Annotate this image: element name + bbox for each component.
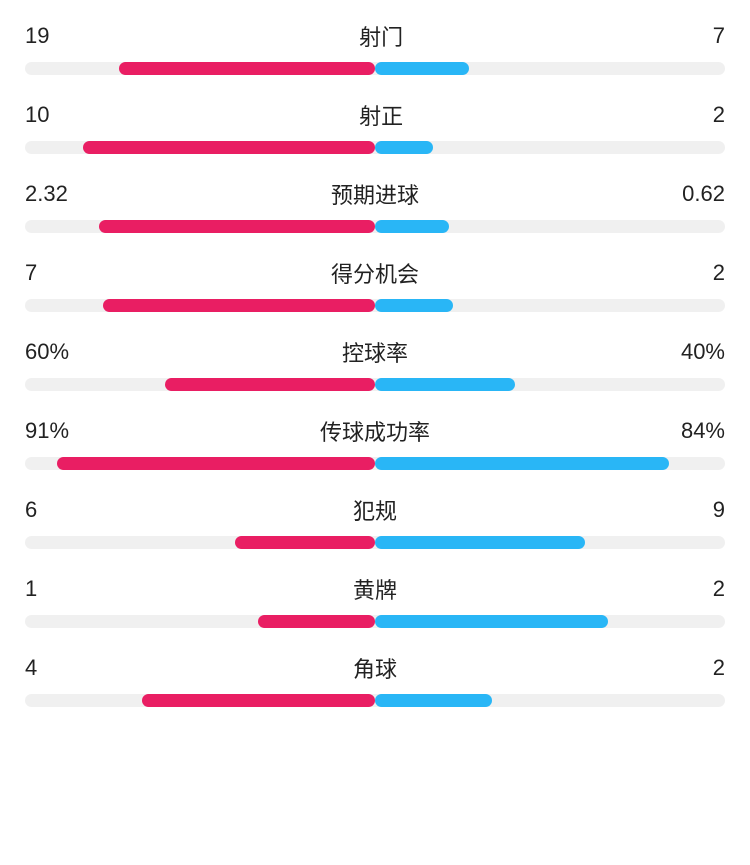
stat-value-left: 10 — [25, 102, 49, 128]
bar-fill-right — [375, 536, 585, 549]
stat-value-left: 19 — [25, 23, 49, 49]
bar-half-left — [25, 62, 375, 75]
bar-fill-left — [57, 457, 376, 470]
stat-label: 射正 — [49, 99, 712, 131]
stat-row: 4角球2 — [25, 652, 725, 707]
stat-header: 60%控球率40% — [25, 336, 725, 368]
bar-fill-left — [83, 141, 375, 154]
stat-bar — [25, 141, 725, 154]
bar-fill-right — [375, 615, 608, 628]
bar-half-left — [25, 615, 375, 628]
bar-half-right — [375, 62, 725, 75]
stat-bar — [25, 378, 725, 391]
stat-bar — [25, 457, 725, 470]
bar-fill-left — [119, 62, 375, 75]
bar-fill-left — [142, 694, 375, 707]
bar-fill-left — [165, 378, 375, 391]
stat-header: 1黄牌2 — [25, 573, 725, 605]
stat-label: 预期进球 — [68, 178, 682, 210]
stat-value-right: 2 — [713, 102, 725, 128]
match-stats-container: 19射门710射正22.32预期进球0.627得分机会260%控球率40%91%… — [25, 20, 725, 707]
stat-value-right: 40% — [681, 339, 725, 365]
stat-header: 19射门7 — [25, 20, 725, 52]
stat-header: 7得分机会2 — [25, 257, 725, 289]
stat-value-right: 9 — [713, 497, 725, 523]
stat-header: 91%传球成功率84% — [25, 415, 725, 447]
bar-half-right — [375, 694, 725, 707]
stat-label: 传球成功率 — [69, 415, 681, 447]
stat-row: 10射正2 — [25, 99, 725, 154]
bar-half-left — [25, 694, 375, 707]
stat-bar — [25, 62, 725, 75]
stat-label: 黄牌 — [37, 573, 713, 605]
stat-header: 10射正2 — [25, 99, 725, 131]
stat-label: 射门 — [49, 20, 712, 52]
bar-fill-right — [375, 378, 515, 391]
bar-half-right — [375, 141, 725, 154]
stat-value-left: 60% — [25, 339, 69, 365]
stat-row: 6犯规9 — [25, 494, 725, 549]
bar-half-left — [25, 457, 375, 470]
bar-half-left — [25, 378, 375, 391]
stat-row: 1黄牌2 — [25, 573, 725, 628]
stat-value-left: 6 — [25, 497, 37, 523]
stat-bar — [25, 536, 725, 549]
stat-header: 2.32预期进球0.62 — [25, 178, 725, 210]
stat-bar — [25, 299, 725, 312]
stat-bar — [25, 220, 725, 233]
stat-row: 2.32预期进球0.62 — [25, 178, 725, 233]
stat-row: 91%传球成功率84% — [25, 415, 725, 470]
stat-row: 60%控球率40% — [25, 336, 725, 391]
stat-value-left: 4 — [25, 655, 37, 681]
stat-value-right: 7 — [713, 23, 725, 49]
stat-value-right: 84% — [681, 418, 725, 444]
stat-label: 控球率 — [69, 336, 681, 368]
bar-fill-right — [375, 62, 469, 75]
bar-half-right — [375, 299, 725, 312]
bar-half-right — [375, 457, 725, 470]
stat-label: 角球 — [37, 652, 713, 684]
stat-header: 6犯规9 — [25, 494, 725, 526]
stat-bar — [25, 694, 725, 707]
stat-header: 4角球2 — [25, 652, 725, 684]
bar-fill-left — [103, 299, 375, 312]
stat-value-left: 7 — [25, 260, 37, 286]
bar-half-right — [375, 615, 725, 628]
stat-bar — [25, 615, 725, 628]
stat-row: 19射门7 — [25, 20, 725, 75]
stat-value-right: 2 — [713, 260, 725, 286]
stat-row: 7得分机会2 — [25, 257, 725, 312]
stat-value-left: 91% — [25, 418, 69, 444]
stat-value-left: 2.32 — [25, 181, 68, 207]
bar-fill-left — [99, 220, 375, 233]
stat-label: 得分机会 — [37, 257, 713, 289]
stat-value-right: 2 — [713, 655, 725, 681]
stat-value-right: 2 — [713, 576, 725, 602]
bar-fill-right — [375, 141, 433, 154]
bar-fill-left — [235, 536, 375, 549]
bar-half-left — [25, 141, 375, 154]
bar-half-right — [375, 536, 725, 549]
bar-fill-right — [375, 220, 449, 233]
bar-fill-left — [258, 615, 375, 628]
bar-half-left — [25, 220, 375, 233]
stat-value-left: 1 — [25, 576, 37, 602]
stat-value-right: 0.62 — [682, 181, 725, 207]
stat-label: 犯规 — [37, 494, 713, 526]
bar-half-left — [25, 536, 375, 549]
bar-half-right — [375, 378, 725, 391]
bar-fill-right — [375, 694, 492, 707]
bar-fill-right — [375, 299, 453, 312]
bar-half-right — [375, 220, 725, 233]
bar-fill-right — [375, 457, 669, 470]
bar-half-left — [25, 299, 375, 312]
